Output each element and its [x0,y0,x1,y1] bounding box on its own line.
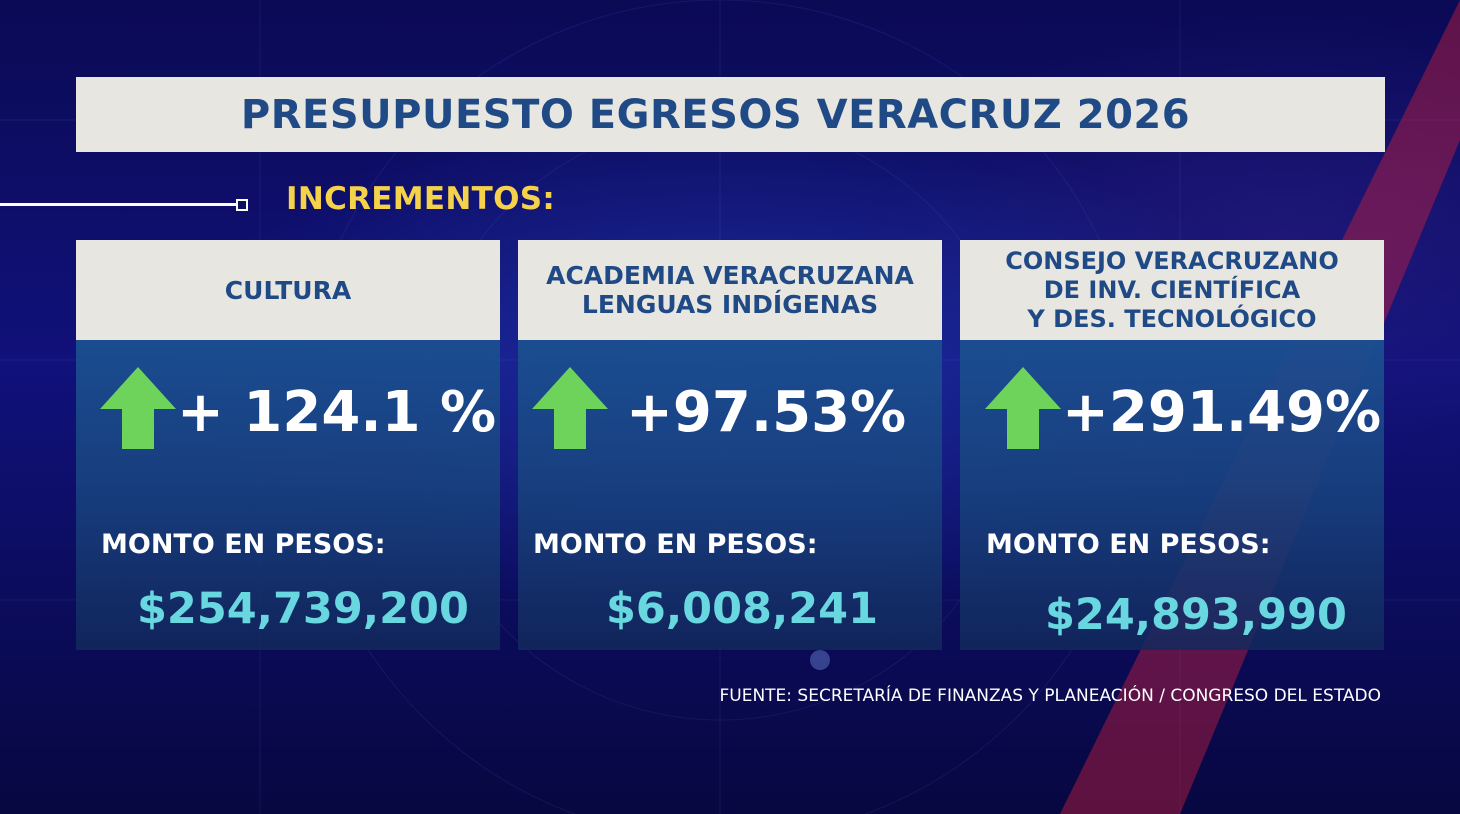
card-title: CONSEJO VERACRUZANO DE INV. CIENTÍFICA Y… [1005,246,1339,333]
card-consejo-ciencia: CONSEJO VERACRUZANO DE INV. CIENTÍFICA Y… [960,240,1384,650]
card-body: +291.49% MONTO EN PESOS: $24,893,990 [960,340,1384,650]
section-label: INCREMENTOS: [286,181,556,217]
percent-increase: + 124.1 % [177,380,497,445]
decorative-line [0,203,238,206]
amount-value: $254,739,200 [137,584,469,634]
decorative-square [236,199,248,211]
card-body: + 124.1 % MONTO EN PESOS: $254,739,200 [76,340,500,650]
page-title: PRESUPUESTO EGRESOS VERACRUZ 2026 [240,91,1191,138]
percent-increase: +291.49% [1062,380,1382,445]
card-title: CULTURA [224,275,352,305]
card-title: ACADEMIA VERACRUZANA LENGUAS INDÍGENAS [546,261,914,319]
amount-value: $6,008,241 [606,584,879,634]
percent-increase: +97.53% [626,380,907,445]
up-arrow-icon [532,367,608,449]
card-cultura: CULTURA + 124.1 % MONTO EN PESOS: $254,7… [76,240,500,650]
title-banner: PRESUPUESTO EGRESOS VERACRUZ 2026 [76,77,1385,152]
up-arrow-icon [100,367,176,449]
amount-label: MONTO EN PESOS: [533,529,818,560]
up-arrow-icon [985,367,1061,449]
amount-label: MONTO EN PESOS: [101,529,386,560]
card-body: +97.53% MONTO EN PESOS: $6,008,241 [518,340,942,650]
amount-value: $24,893,990 [1045,590,1347,640]
card-header: CONSEJO VERACRUZANO DE INV. CIENTÍFICA Y… [960,240,1384,340]
card-header: CULTURA [76,240,500,340]
amount-label: MONTO EN PESOS: [986,529,1271,560]
card-header: ACADEMIA VERACRUZANA LENGUAS INDÍGENAS [518,240,942,340]
card-academia-lenguas: ACADEMIA VERACRUZANA LENGUAS INDÍGENAS +… [518,240,942,650]
source-note: FUENTE: SECRETARÍA DE FINANZAS Y PLANEAC… [719,686,1381,706]
